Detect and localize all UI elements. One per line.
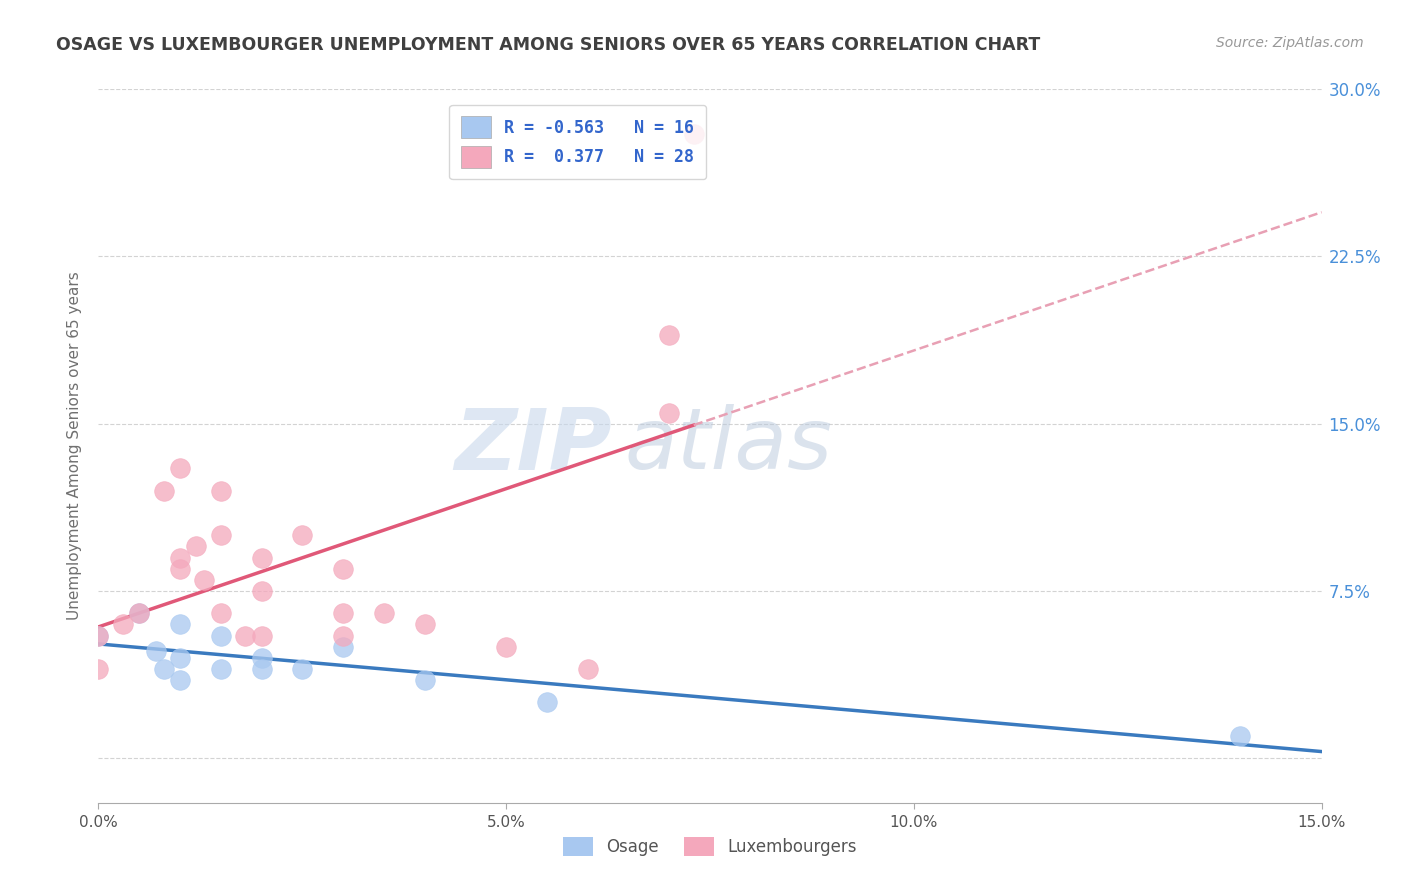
Point <box>169 550 191 565</box>
Point <box>209 483 232 498</box>
Text: ZIP: ZIP <box>454 404 612 488</box>
Point <box>152 662 174 676</box>
Point <box>291 662 314 676</box>
Point <box>209 662 232 676</box>
Point <box>250 662 273 676</box>
Point <box>233 628 256 642</box>
Point <box>169 673 191 687</box>
Point <box>193 573 215 587</box>
Point <box>658 405 681 420</box>
Point <box>128 607 150 621</box>
Point <box>145 644 167 658</box>
Point <box>87 662 110 676</box>
Text: Source: ZipAtlas.com: Source: ZipAtlas.com <box>1216 36 1364 50</box>
Point <box>413 617 436 632</box>
Point <box>169 651 191 665</box>
Point <box>250 628 273 642</box>
Point <box>169 617 191 632</box>
Point <box>209 607 232 621</box>
Point <box>658 327 681 342</box>
Point <box>536 696 558 710</box>
Point <box>495 640 517 654</box>
Point <box>1229 729 1251 743</box>
Point <box>87 628 110 642</box>
Point <box>209 528 232 542</box>
Point <box>152 483 174 498</box>
Point <box>209 628 232 642</box>
Point <box>682 127 704 141</box>
Y-axis label: Unemployment Among Seniors over 65 years: Unemployment Among Seniors over 65 years <box>67 272 83 620</box>
Point <box>413 673 436 687</box>
Point <box>576 662 599 676</box>
Legend: Osage, Luxembourgers: Osage, Luxembourgers <box>553 827 868 866</box>
Point <box>128 607 150 621</box>
Point <box>111 617 134 632</box>
Point <box>332 640 354 654</box>
Point <box>332 628 354 642</box>
Point <box>332 607 354 621</box>
Point <box>250 583 273 598</box>
Point <box>291 528 314 542</box>
Point <box>186 539 208 553</box>
Point <box>169 461 191 475</box>
Point <box>169 562 191 576</box>
Text: atlas: atlas <box>624 404 832 488</box>
Text: OSAGE VS LUXEMBOURGER UNEMPLOYMENT AMONG SENIORS OVER 65 YEARS CORRELATION CHART: OSAGE VS LUXEMBOURGER UNEMPLOYMENT AMONG… <box>56 36 1040 54</box>
Point <box>250 651 273 665</box>
Point <box>373 607 395 621</box>
Point <box>87 628 110 642</box>
Point <box>250 550 273 565</box>
Point <box>332 562 354 576</box>
